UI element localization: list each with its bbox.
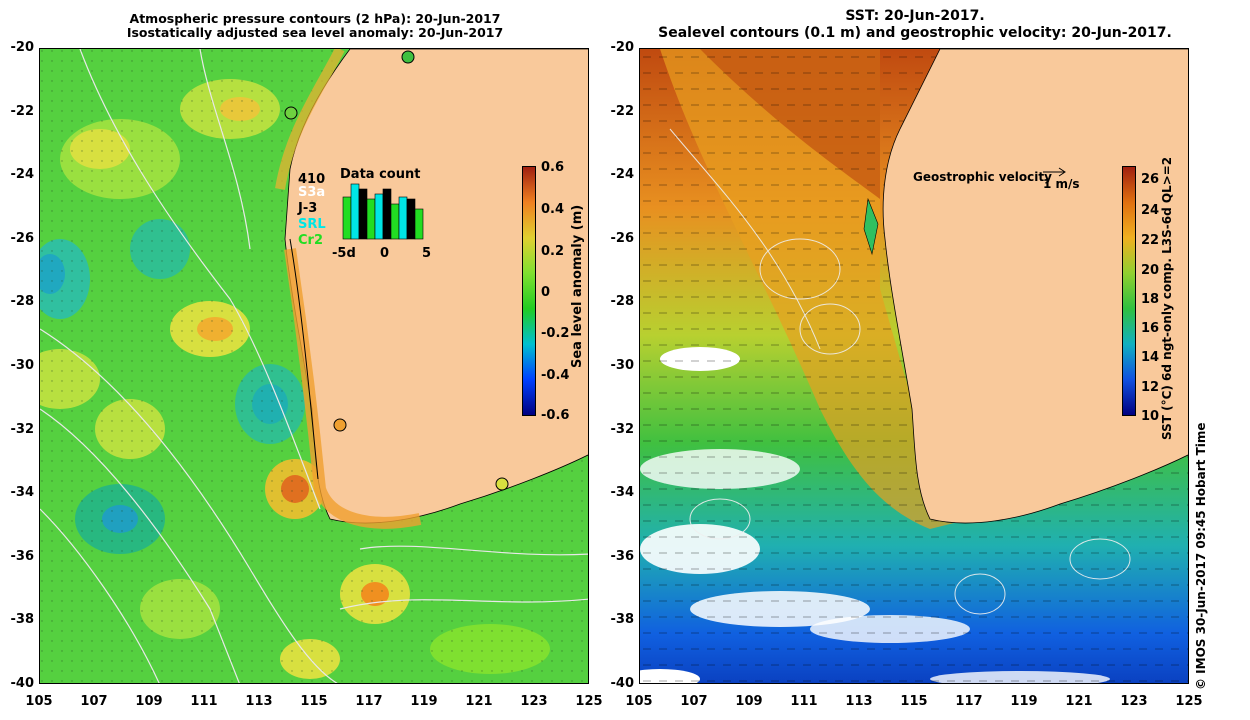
mission-j3: J-3: [298, 201, 318, 216]
sst-colorbar-tick: 22: [1141, 233, 1160, 248]
y-tick: -22: [10, 104, 35, 119]
right-title-line2: Sealevel contours (0.1 m) and geostrophi…: [658, 25, 1172, 41]
sst-colorbar-tick: 16: [1141, 321, 1160, 336]
sea-level-anomaly-map: [39, 48, 589, 684]
x-tick: 123: [1120, 694, 1148, 709]
y-tick: -28: [610, 294, 635, 309]
sla-colorbar-tick: -0.4: [541, 368, 570, 383]
x-tick: 111: [790, 694, 818, 709]
velocity-scale-arrow-icon: [1043, 167, 1066, 177]
sla-colorbar-tick: 0.2: [541, 244, 565, 259]
y-tick: -38: [10, 612, 35, 627]
sla-colorbar-tick: 0.6: [541, 160, 565, 175]
sla-colorbar-tick: -0.6: [541, 408, 570, 423]
y-tick: -34: [610, 485, 635, 500]
y-tick: -32: [610, 422, 635, 437]
data-count-bars: [342, 183, 424, 240]
right-title-line1: SST: 20-Jun-2017.: [845, 8, 985, 24]
y-tick: -20: [10, 40, 35, 55]
x-tick: 119: [410, 694, 438, 709]
y-tick: -40: [610, 676, 635, 691]
y-tick: -30: [10, 358, 35, 373]
sst-colorbar-tick: 10: [1141, 409, 1160, 424]
velocity-legend-label: Geostrophic velocity: [913, 170, 1052, 184]
x-tick: 123: [520, 694, 548, 709]
left-title-line1: Atmospheric pressure contours (2 hPa): 2…: [129, 11, 501, 26]
x-tick: 115: [900, 694, 928, 709]
sst-colorbar-label: SST (°C) 6d ngt-only comp. L3S-6d QL>=2: [1160, 156, 1174, 440]
x-tick: 125: [575, 694, 603, 709]
atmospheric-pressure-contours: [40, 49, 588, 683]
velocity-scale-label: 1 m/s: [1043, 177, 1080, 191]
x-tick: 113: [245, 694, 273, 709]
x-tick: 121: [1065, 694, 1093, 709]
sla-colorbar-tick: 0.4: [541, 202, 565, 217]
data-count-xtick: 0: [380, 246, 390, 261]
sst-map: [639, 48, 1189, 684]
x-tick: 113: [845, 694, 873, 709]
sst-colorbar-tick: 20: [1141, 263, 1160, 278]
sst-colorbar: [1122, 166, 1136, 416]
sst-colorbar-tick: 12: [1141, 380, 1160, 395]
sla-colorbar-tick: 0: [541, 285, 551, 300]
sst-colorbar-tick: 18: [1141, 292, 1160, 307]
sst-land: [882, 49, 1188, 524]
y-tick: -36: [10, 549, 35, 564]
x-tick: 119: [1010, 694, 1038, 709]
sla-colorbar-tick: -0.2: [541, 326, 570, 341]
left-title-line2: Isostatically adjusted sea level anomaly…: [126, 25, 504, 40]
y-tick: -26: [10, 231, 35, 246]
sst-colorbar-tick: 24: [1141, 203, 1160, 218]
mission-410: 410: [298, 172, 326, 187]
x-tick: 121: [465, 694, 493, 709]
y-tick: -34: [10, 485, 35, 500]
y-tick: -20: [610, 40, 635, 55]
x-tick: 105: [625, 694, 653, 709]
x-tick: 111: [190, 694, 218, 709]
data-count-xtick: -5d: [332, 246, 356, 261]
tide-gauge-markers: [284, 50, 509, 491]
sea-level-contours: [669, 128, 1131, 615]
y-tick: -28: [10, 294, 35, 309]
x-tick: 107: [680, 694, 708, 709]
sst-colorbar-tick: 26: [1141, 172, 1160, 187]
y-tick: -24: [10, 167, 35, 182]
mission-cr2: Cr2: [298, 233, 323, 248]
y-tick: -22: [610, 104, 635, 119]
y-tick: -24: [610, 167, 635, 182]
x-tick: 115: [300, 694, 328, 709]
data-count-xtick: 5: [422, 246, 432, 261]
x-tick: 117: [355, 694, 383, 709]
y-tick: -30: [610, 358, 635, 373]
x-tick: 105: [25, 694, 53, 709]
sst-colorbar-tick: 14: [1141, 350, 1160, 365]
sla-colorbar-label: Sea level anomaly (m): [570, 204, 585, 368]
x-tick: 125: [1175, 694, 1203, 709]
y-tick: -32: [10, 422, 35, 437]
y-tick: -26: [610, 231, 635, 246]
mission-srl: SRL: [298, 217, 326, 232]
y-tick: -40: [10, 676, 35, 691]
x-tick: 109: [735, 694, 763, 709]
x-tick: 109: [135, 694, 163, 709]
sla-colorbar: [522, 166, 536, 416]
y-tick: -36: [610, 549, 635, 564]
mission-s3a: S3a: [298, 185, 326, 200]
imos-credit: © IMOS 30-Jun-2017 09:45 Hobart Time: [1194, 422, 1208, 690]
data-count-title: Data count: [340, 167, 421, 182]
y-tick: -38: [610, 612, 635, 627]
x-tick: 107: [80, 694, 108, 709]
x-tick: 117: [955, 694, 983, 709]
